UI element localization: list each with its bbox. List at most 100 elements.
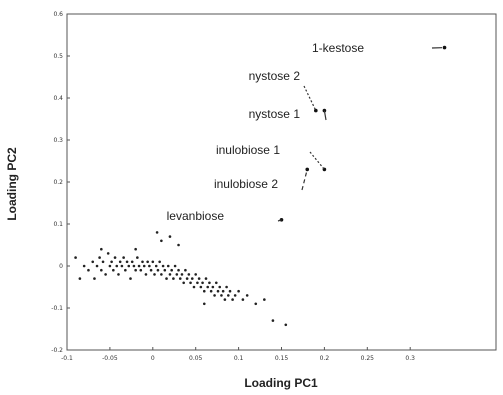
- data-point: [233, 294, 237, 297]
- data-point: [284, 323, 288, 327]
- data-point: [177, 243, 180, 247]
- data-point: [137, 264, 141, 268]
- data-point: [201, 281, 204, 285]
- data-point: [155, 231, 159, 234]
- data-point: [106, 252, 110, 255]
- data-point: [158, 260, 161, 264]
- data-point: [241, 298, 245, 301]
- y-tick-labels: -0.2 -0.1 0 0.1 0.2 0.3 0.4 0.5 0.6: [51, 11, 63, 354]
- data-point: [231, 298, 234, 301]
- data-point: [154, 264, 158, 268]
- data-point: [190, 277, 194, 280]
- data-point: [82, 264, 86, 268]
- data-point: [139, 268, 143, 272]
- data-point: [149, 268, 153, 272]
- data-point: [170, 268, 173, 272]
- data-point: [208, 281, 211, 285]
- data-point: [185, 277, 189, 280]
- data-point: [245, 294, 249, 297]
- data-point: [237, 289, 240, 293]
- data-point: [180, 273, 184, 276]
- y-tick-label: 0.2: [53, 179, 63, 186]
- data-point: [206, 285, 210, 289]
- data-point: [209, 289, 213, 293]
- data-point: [213, 294, 216, 297]
- data-point: [160, 273, 163, 276]
- x-tick-label: 0.15: [275, 355, 289, 362]
- data-point: [161, 264, 165, 268]
- data-point: [184, 268, 187, 272]
- data-point: [134, 268, 137, 272]
- annotation-leader-line: [277, 219, 282, 222]
- data-point: [91, 260, 95, 264]
- data-point: [189, 281, 192, 285]
- data-point: [199, 285, 203, 289]
- data-point: [142, 264, 146, 268]
- data-point: [168, 273, 172, 276]
- data-point: [156, 268, 160, 272]
- data-point: [218, 285, 222, 289]
- x-tick-label: 0.2: [320, 355, 330, 362]
- data-point: [192, 285, 196, 289]
- data-point: [165, 277, 168, 280]
- annotation-leader-line: [301, 169, 308, 191]
- highlighted-point: [314, 108, 318, 113]
- highlighted-point: [442, 45, 447, 50]
- y-tick-label: 0.4: [53, 95, 63, 102]
- annotation-label: levanbiose: [167, 209, 225, 223]
- data-point: [132, 264, 136, 268]
- data-point: [93, 277, 96, 280]
- data-point: [100, 268, 103, 272]
- data-point: [95, 264, 99, 268]
- data-point: [124, 268, 127, 272]
- y-axis-label: Loading PC2: [5, 147, 19, 221]
- data-point: [112, 268, 115, 272]
- data-point: [98, 256, 101, 259]
- annotation-leader-line: [309, 151, 325, 170]
- data-point: [100, 247, 103, 251]
- data-point: [122, 256, 125, 259]
- data-point: [163, 268, 167, 272]
- highlighted-point: [322, 108, 327, 113]
- data-points: [74, 231, 288, 327]
- data-point: [120, 264, 124, 268]
- data-point: [134, 247, 137, 251]
- x-tick-label: -0.05: [102, 355, 118, 362]
- data-point: [182, 281, 185, 285]
- x-tick-label: -0.1: [61, 355, 73, 362]
- data-point: [221, 289, 225, 293]
- x-tick-label: 0.25: [361, 355, 375, 362]
- x-tick-label: 0.05: [189, 355, 203, 362]
- data-point: [223, 298, 227, 301]
- data-point: [104, 273, 107, 276]
- data-point: [108, 264, 112, 268]
- data-point: [271, 319, 275, 322]
- annotation-label: inulobiose 2: [214, 177, 278, 191]
- plot-frame: [66, 13, 497, 351]
- data-point: [263, 298, 266, 301]
- annotation-label: 1-kestose: [312, 41, 364, 55]
- data-point: [177, 268, 180, 272]
- data-point: [173, 264, 177, 268]
- data-point: [216, 289, 220, 293]
- data-point: [168, 235, 172, 238]
- data-point: [141, 260, 144, 264]
- annotation-label: inulobiose 1: [216, 143, 280, 157]
- y-tick-label: -0.1: [51, 305, 63, 312]
- x-tick-labels: -0.1 -0.05 0 0.05 0.1 0.15 0.2 0.25 0.3: [61, 355, 415, 362]
- data-point: [148, 264, 151, 268]
- data-point: [113, 256, 117, 259]
- annotation-leader-line: [303, 85, 317, 111]
- data-point: [166, 264, 170, 268]
- highlighted-points: [279, 45, 447, 222]
- y-tick-label: 0.6: [53, 11, 63, 18]
- data-point: [254, 302, 258, 306]
- y-tick-label: 0.3: [53, 137, 63, 144]
- y-tick-label: -0.2: [51, 347, 63, 354]
- data-point: [115, 264, 119, 268]
- data-point: [220, 294, 223, 297]
- y-tick-label: 0.5: [53, 53, 63, 60]
- data-point: [228, 289, 232, 293]
- data-point: [225, 285, 228, 289]
